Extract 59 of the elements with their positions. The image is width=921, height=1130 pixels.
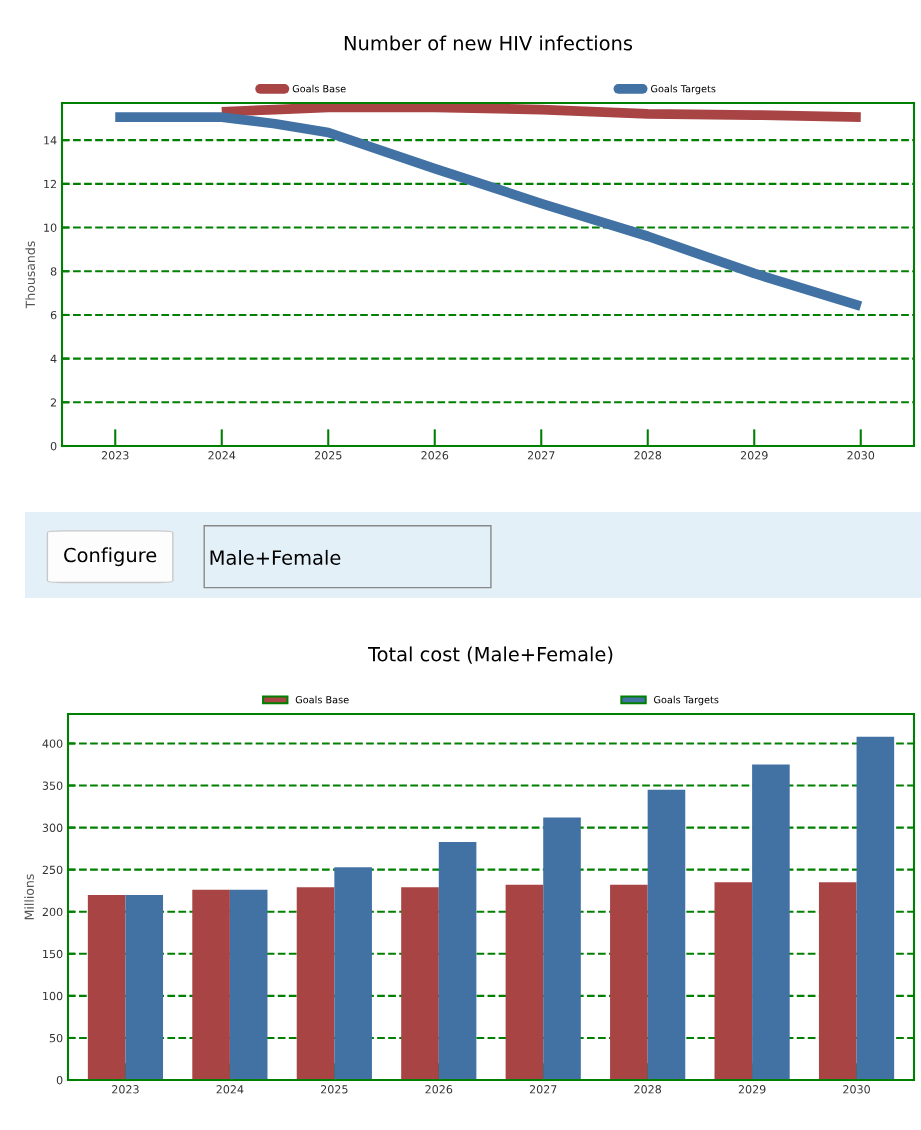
legend-label: Goals Base: [295, 695, 349, 704]
y-tick-label: 8: [50, 267, 57, 276]
x-tick-label: 2025: [314, 451, 342, 460]
x-tick-label: 2024: [208, 451, 236, 460]
y-tick-label: 200: [42, 907, 63, 917]
bar: [543, 817, 581, 1080]
bar: [192, 889, 230, 1080]
legend-label: Goals Targets: [651, 84, 716, 95]
x-tick-label: 2029: [740, 451, 768, 460]
x-tick-label: 2030: [847, 451, 875, 460]
y-tick-label: 100: [43, 991, 63, 1001]
y-tick-label: 350: [42, 781, 63, 790]
y-tick-label: 2: [50, 398, 57, 407]
y-tick-label: 0: [50, 441, 57, 451]
x-tick-label: 2024: [216, 1085, 244, 1094]
bar: [296, 887, 335, 1080]
text: Male+Female: [210, 549, 341, 565]
bar: [647, 789, 686, 1080]
bar: [87, 894, 126, 1080]
bar: [125, 894, 164, 1080]
y-axis-title: Millions: [24, 874, 34, 920]
chart-title: Total cost (Male+Female): [367, 646, 613, 664]
bar: [229, 889, 268, 1080]
legend-label: Goals Base: [292, 84, 346, 93]
x-tick-label: 2026: [421, 451, 449, 460]
bar: [714, 882, 753, 1080]
y-tick-label: 150: [43, 949, 63, 959]
x-tick-label: 2023: [112, 1085, 139, 1094]
bar: [856, 736, 895, 1080]
bar: [610, 884, 648, 1080]
bar: [752, 764, 790, 1080]
x-tick-label: 2027: [527, 451, 555, 460]
y-tick-label: 6: [50, 310, 57, 320]
y-tick-label: 0: [56, 1075, 63, 1085]
x-tick-label: 2025: [321, 1085, 348, 1094]
x-tick-label: 2028: [634, 1085, 662, 1094]
text: Configure: [64, 547, 157, 567]
x-tick-label: 2028: [634, 451, 662, 460]
bar: [505, 884, 544, 1080]
y-tick-label: 50: [49, 1033, 63, 1043]
x-tick-label: 2027: [529, 1085, 557, 1094]
y-tick-label: 250: [42, 865, 63, 875]
bar: [438, 841, 477, 1080]
y-tick-label: 300: [42, 823, 63, 832]
bar: [334, 867, 372, 1080]
x-tick-label: 2029: [738, 1085, 766, 1094]
y-tick-label: 14: [44, 136, 57, 145]
chart-title: Number of new HIV infections: [344, 35, 633, 51]
y-tick-label: 10: [44, 223, 57, 232]
bar: [818, 882, 857, 1080]
y-tick-label: 12: [44, 179, 57, 189]
legend-label: Goals Targets: [654, 695, 719, 706]
x-tick-label: 2023: [101, 451, 129, 460]
y-axis-title: Thousands: [25, 241, 36, 309]
y-tick-label: 4: [50, 354, 57, 363]
bar: [401, 887, 439, 1080]
x-tick-label: 2030: [843, 1085, 870, 1094]
y-tick-label: 400: [42, 739, 63, 748]
x-tick-label: 2026: [425, 1085, 453, 1094]
